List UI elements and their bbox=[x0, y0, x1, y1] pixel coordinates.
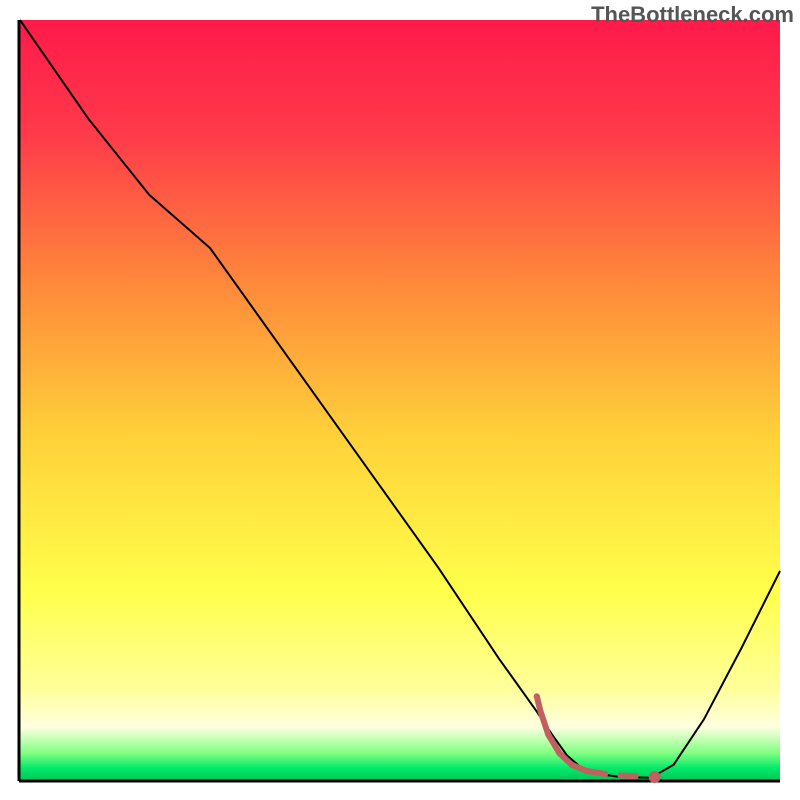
highlight-dot bbox=[545, 731, 551, 737]
highlight-dot bbox=[617, 772, 623, 778]
highlight-dot bbox=[538, 709, 544, 715]
chart-svg bbox=[0, 0, 800, 800]
highlight-point bbox=[649, 771, 661, 783]
highlight-dot bbox=[602, 771, 608, 777]
highlight-dot bbox=[569, 762, 575, 768]
highlight-dot bbox=[583, 768, 589, 774]
gradient-background bbox=[20, 20, 780, 780]
highlight-dot bbox=[534, 693, 540, 699]
highlight-dot bbox=[557, 750, 563, 756]
watermark-text: TheBottleneck.com bbox=[591, 2, 794, 28]
highlight-dot bbox=[633, 773, 639, 779]
